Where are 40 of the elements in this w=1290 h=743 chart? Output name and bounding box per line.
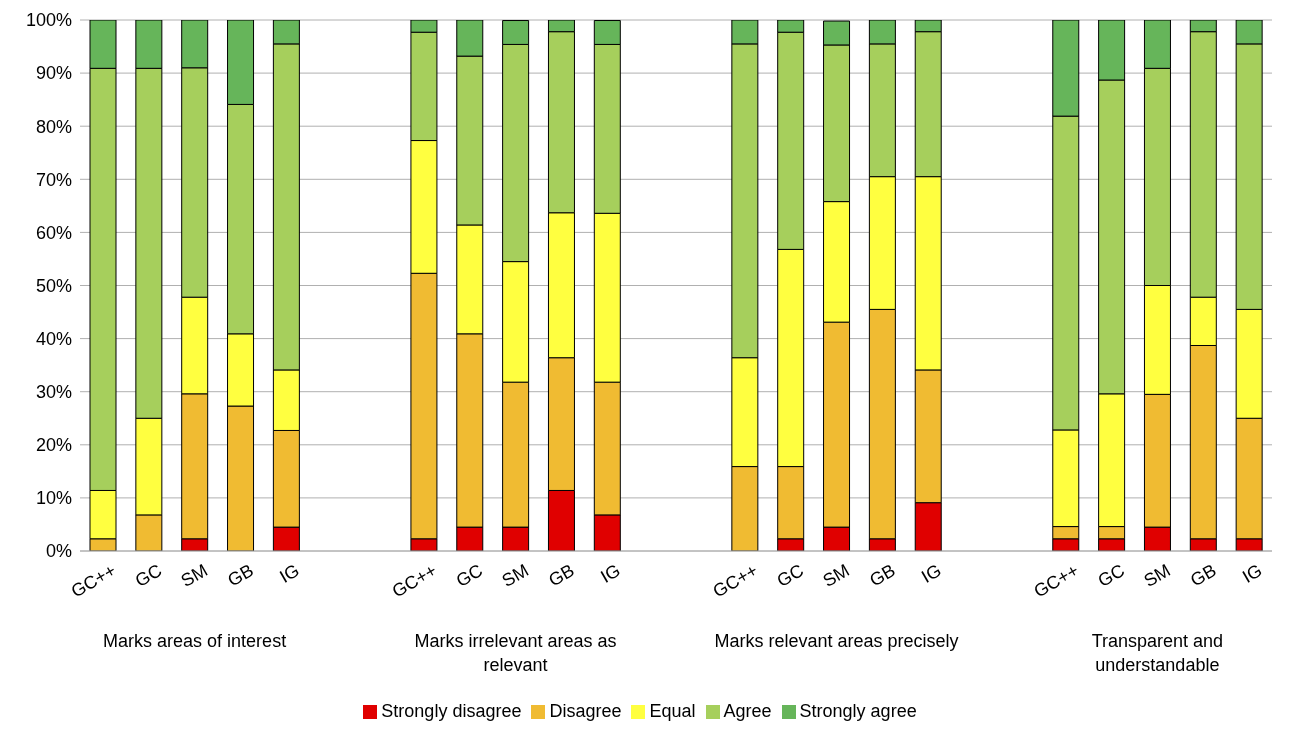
text: Marks irrelevant areas as relevant — [413, 630, 618, 677]
x-tick-label: GB — [224, 560, 257, 591]
text: Marks relevant areas precisely — [713, 630, 960, 653]
y-tick-label: 50% — [35, 275, 72, 296]
x-tick-label: GC++ — [388, 560, 441, 602]
x-tick-label: IG — [918, 560, 945, 588]
y-tick-label: 0% — [45, 541, 72, 562]
legend-label: Strongly disagree — [381, 701, 522, 721]
y-tick-label: 40% — [35, 328, 72, 349]
x-tick-label: SM — [498, 560, 532, 592]
x-tick-label: GB — [866, 560, 899, 591]
y-tick-label: 60% — [35, 222, 72, 243]
x-tick-label: GC — [131, 560, 166, 592]
y-tick-label: 10% — [35, 488, 72, 509]
legend-label: Disagree — [549, 701, 622, 721]
legend-label: Agree — [723, 701, 772, 721]
y-tick-label: 90% — [35, 63, 72, 84]
x-tick-label: GC — [1094, 560, 1128, 592]
text: Transparent and understandable — [1090, 630, 1225, 677]
x-tick-label: SM — [177, 560, 212, 592]
y-tick-label: 80% — [35, 116, 72, 137]
x-tick-label: GC — [773, 560, 808, 592]
legend-label: Strongly agree — [799, 701, 917, 721]
text: Marks areas of interest — [102, 630, 288, 653]
x-tick-label: IG — [1239, 560, 1266, 588]
legend-label: Equal — [649, 701, 696, 721]
y-tick-label: 30% — [35, 382, 72, 403]
x-tick-label: GB — [1187, 560, 1220, 591]
y-tick-label: 20% — [35, 435, 72, 456]
x-tick-label: GB — [545, 560, 578, 591]
x-tick-label: SM — [1140, 560, 1174, 592]
x-tick-label: GC — [452, 560, 487, 592]
x-tick-label: IG — [597, 560, 624, 588]
x-tick-label: GC++ — [67, 560, 120, 602]
y-tick-label: 100% — [25, 10, 72, 31]
y-tick-label: 70% — [35, 169, 72, 190]
x-tick-label: IG — [276, 560, 303, 588]
x-tick-label: SM — [819, 560, 853, 592]
x-tick-label: GC++ — [709, 560, 762, 602]
x-tick-label: GC++ — [1030, 560, 1083, 602]
